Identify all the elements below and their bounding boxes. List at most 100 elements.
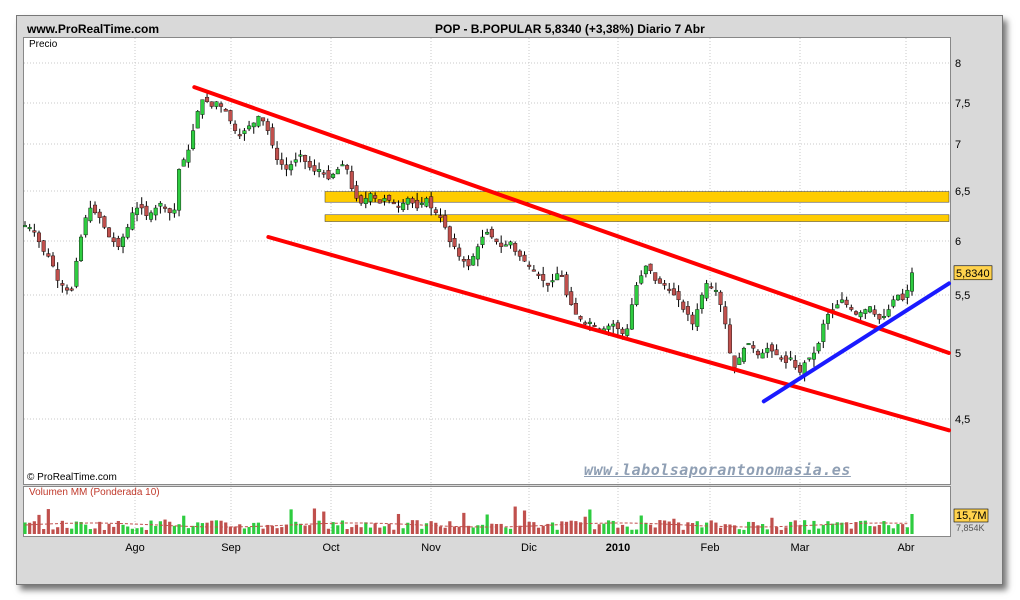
candle-body [503, 244, 508, 247]
candle-body [233, 123, 238, 131]
candle-body [569, 291, 574, 305]
volume-bar [541, 525, 545, 534]
volume-bar [438, 526, 443, 534]
candle-body [195, 111, 200, 129]
candle-body [307, 160, 312, 168]
candle-body [718, 291, 723, 305]
candle-body [863, 309, 868, 314]
volume-bar [163, 519, 167, 534]
candle-body [550, 280, 555, 283]
volume-bar [751, 521, 755, 534]
volume-bar [84, 524, 88, 534]
volume-bar [527, 521, 531, 534]
x-tick-label: Ago [125, 542, 145, 554]
candle-body [475, 246, 480, 260]
candle-body [536, 273, 541, 276]
volume-avg-label: 7,854K [956, 523, 985, 533]
candle-body [41, 240, 46, 252]
candle-body [303, 155, 308, 162]
candle-body [191, 130, 196, 149]
candle-body [349, 171, 354, 189]
y-tick-label: 7 [955, 139, 961, 151]
volume-bar [182, 515, 186, 534]
candle-body [438, 215, 443, 218]
candle-body [368, 193, 373, 202]
candle-body [681, 301, 686, 310]
candle-body [797, 365, 802, 373]
volume-bar [42, 529, 46, 534]
volume-bar [359, 527, 363, 534]
candle-body [359, 195, 364, 204]
candle-body [377, 199, 382, 204]
volume-bar [690, 523, 695, 534]
candle-body [415, 199, 420, 209]
volume-bar [747, 521, 751, 534]
candle-body [60, 283, 65, 286]
candle-body [648, 263, 653, 272]
candle-body [732, 355, 737, 368]
volume-bar [849, 528, 853, 534]
volume-bar [452, 526, 457, 534]
candle-body [135, 207, 140, 215]
candle-body [713, 289, 718, 292]
candle-body [508, 241, 513, 246]
volume-bar [168, 521, 172, 534]
volume-bar [644, 522, 648, 534]
volume-bar [728, 524, 732, 534]
volume-bar [60, 520, 64, 534]
candle-body [671, 288, 676, 296]
candle-body [489, 228, 494, 238]
candle-body [704, 283, 709, 299]
candle-body [326, 170, 331, 180]
watermark-link[interactable]: www.labolsaporantonomasia.es [584, 461, 851, 479]
candle-body [531, 269, 536, 272]
candle-body [513, 243, 518, 252]
volume-bar [630, 529, 634, 534]
candle-body [298, 154, 303, 157]
candle-body [555, 273, 560, 281]
volume-bar [200, 523, 204, 534]
candle-body [69, 288, 74, 291]
candle-body [825, 314, 830, 324]
volume-value-label: 15,7M [956, 510, 987, 522]
candle-body [676, 291, 681, 301]
candle-body [471, 256, 476, 266]
x-tick-label: Mar [791, 542, 810, 554]
volume-bar [704, 522, 709, 534]
y-tick-label: 4,5 [955, 414, 970, 426]
volume-bar [887, 525, 891, 534]
candle-body [657, 278, 662, 284]
volume-bar [443, 527, 447, 534]
candle-body [811, 352, 816, 360]
candle-body [611, 323, 616, 327]
candle-body [494, 238, 499, 243]
volume-bar [256, 522, 261, 534]
volume-bar [854, 522, 858, 534]
candle-body [116, 238, 121, 247]
candle-body [242, 130, 247, 134]
volume-bar [448, 521, 452, 534]
candle-body [769, 344, 774, 352]
candle-body [396, 205, 401, 208]
candle-body [751, 345, 756, 349]
volume-bar [191, 525, 195, 534]
candle-body [65, 287, 70, 291]
candle-body [522, 254, 527, 262]
volume-bar [317, 520, 321, 534]
candle-body [97, 211, 102, 218]
candle-body [835, 304, 840, 309]
volume-bar [70, 528, 74, 534]
volume-bar [588, 509, 592, 534]
candle-body [709, 286, 714, 289]
y-tick-label: 6 [955, 236, 961, 248]
volume-bar [331, 522, 335, 534]
volume-bar [350, 527, 354, 534]
candle-body [37, 232, 42, 243]
candle-body [163, 206, 168, 209]
candle-body [760, 352, 765, 359]
candle-body [755, 350, 760, 356]
volume-bar [354, 524, 359, 534]
site-label[interactable]: www.ProRealTime.com [27, 22, 160, 36]
volume-bar [93, 528, 97, 534]
volume-bar [905, 527, 909, 534]
